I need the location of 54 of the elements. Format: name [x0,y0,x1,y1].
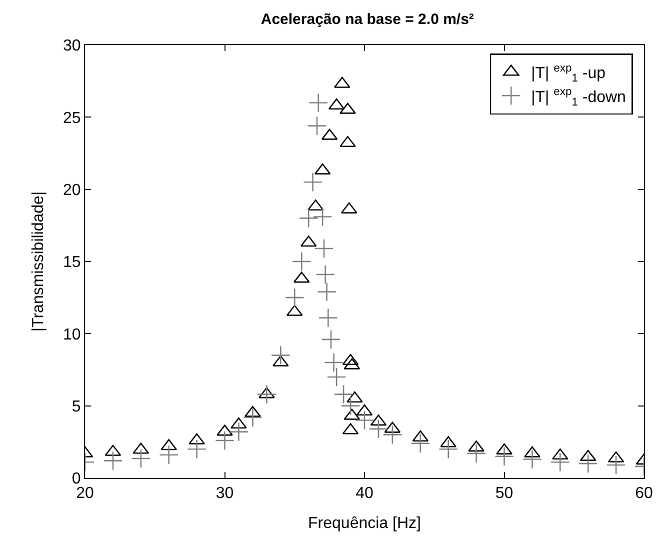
y-tick-label: 5 [72,398,81,416]
point [131,448,151,468]
y-axis-title: |Transmissibilidade| [30,191,47,332]
x-tick-label: 60 [635,485,653,502]
point [298,208,318,228]
point [354,410,374,430]
point [318,308,338,328]
point [284,288,304,308]
point [228,422,248,442]
point [438,439,458,459]
point [346,391,363,403]
y-tick-label: 25 [63,110,81,127]
y-tick-label: 10 [63,326,81,344]
point [242,408,262,428]
point [326,367,346,387]
point [270,346,290,366]
y-tick-label: 0 [72,470,81,488]
y-tick-label: 30 [63,38,81,55]
legend-label: |T| $^{exp}$$_{1}$ -down [531,86,626,108]
point [256,384,276,404]
point [522,449,542,469]
x-tick-label: 30 [216,485,234,502]
x-axis-title: Frequência [Hz] [308,514,421,532]
point [312,207,332,227]
point [494,446,514,466]
x-tick-label: 40 [356,485,374,502]
point [466,444,486,464]
x-tick-label: 50 [495,485,514,502]
point [303,172,323,192]
point [316,264,336,284]
point [356,404,373,416]
point [550,452,570,472]
point [317,282,337,302]
point [410,434,430,454]
point [187,439,207,459]
point [321,330,341,350]
y-tick-label: 20 [63,182,81,199]
point [103,450,123,470]
point [159,445,179,465]
point [308,92,328,112]
chart-title: Aceleração na base = 2.0 m/s² [260,11,474,28]
point [324,352,344,372]
point [552,448,568,460]
point [292,252,312,272]
point [307,116,327,136]
point [606,455,626,475]
point [314,238,334,258]
y-tick-label: 15 [63,254,81,272]
legend-label: |T| $^{exp}$$_{1}$ -up [531,62,606,84]
point [382,424,402,444]
point [328,98,345,110]
point [215,430,234,450]
point [368,419,388,439]
point [578,454,598,474]
